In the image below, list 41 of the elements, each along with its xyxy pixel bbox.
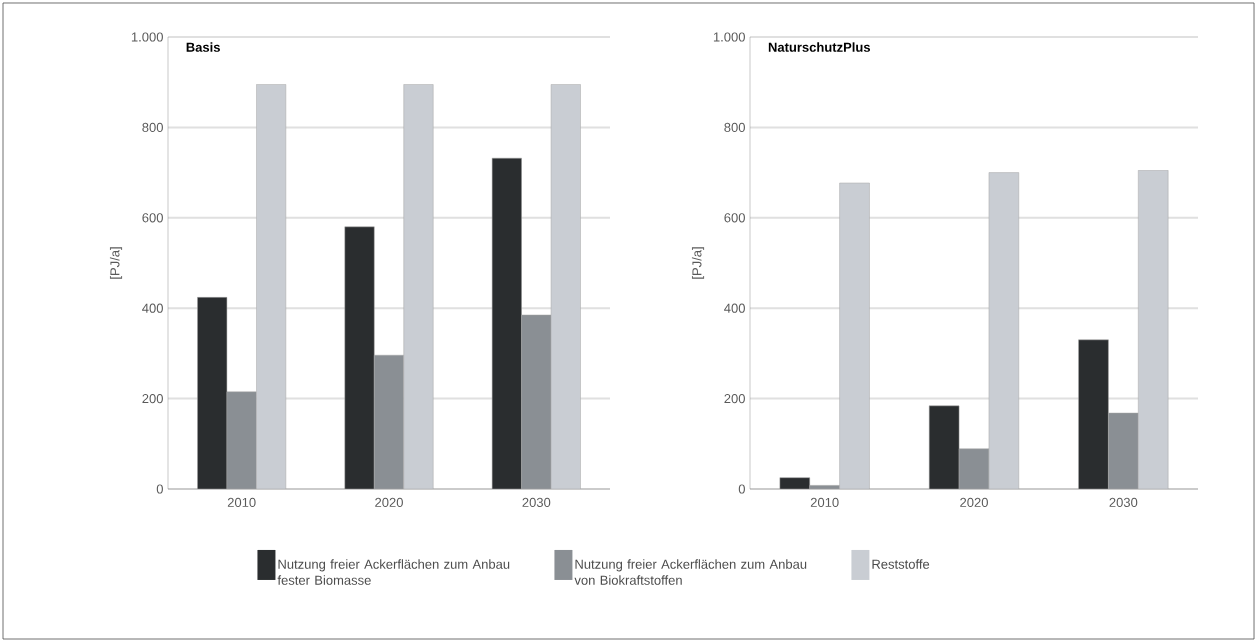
x-tick-label: 2030	[522, 497, 551, 507]
legend-label: Reststoffe	[872, 559, 930, 569]
bar	[256, 84, 287, 489]
x-tick-label: 2010	[810, 497, 839, 507]
legend-label: Nutzung freier Ackerflächen zum Anbau fester Biomasse	[277, 559, 510, 585]
y-tick-label: 800	[724, 122, 745, 132]
y-tick-label: 400	[142, 303, 163, 313]
bar	[491, 157, 522, 489]
y-tick-label: 200	[724, 393, 745, 404]
x-tick-label: 2010	[227, 497, 256, 507]
y-tick-label: 1.000	[131, 32, 163, 42]
y-tick-label: 600	[724, 213, 745, 223]
y-axis-title: [PJ/a]	[109, 247, 123, 279]
y-tick-label: 800	[142, 122, 163, 132]
y-tick-label: 400	[724, 303, 745, 313]
bar	[958, 448, 990, 489]
bar	[403, 84, 434, 489]
bar	[550, 84, 581, 489]
x-tick-label: 2020	[375, 497, 403, 507]
bar	[521, 314, 552, 489]
bar	[344, 226, 375, 489]
chart-title: NaturschutzPlus	[768, 42, 871, 52]
legend-label: Nutzung freier Ackerflächen zum Anbau von Biokraftstoffen	[574, 559, 807, 585]
chart-title: Basis	[186, 42, 220, 52]
bar	[1138, 170, 1169, 489]
bar	[1078, 339, 1109, 489]
y-tick-label: 1.000	[713, 32, 745, 42]
y-tick-label: 600	[142, 213, 163, 223]
bar	[374, 354, 404, 489]
bar	[839, 182, 870, 489]
bar	[928, 405, 960, 489]
x-tick-label: 2030	[1109, 497, 1138, 507]
bar	[197, 297, 228, 489]
y-tick-label: 0	[738, 484, 745, 494]
bar	[1108, 412, 1139, 489]
y-tick-label: 200	[142, 394, 163, 404]
x-tick-label: 2020	[960, 497, 988, 507]
bar	[226, 391, 257, 489]
y-tick-label: 0	[156, 484, 163, 494]
y-axis-title: [PJ/a]	[691, 247, 705, 279]
bar	[988, 172, 1020, 489]
